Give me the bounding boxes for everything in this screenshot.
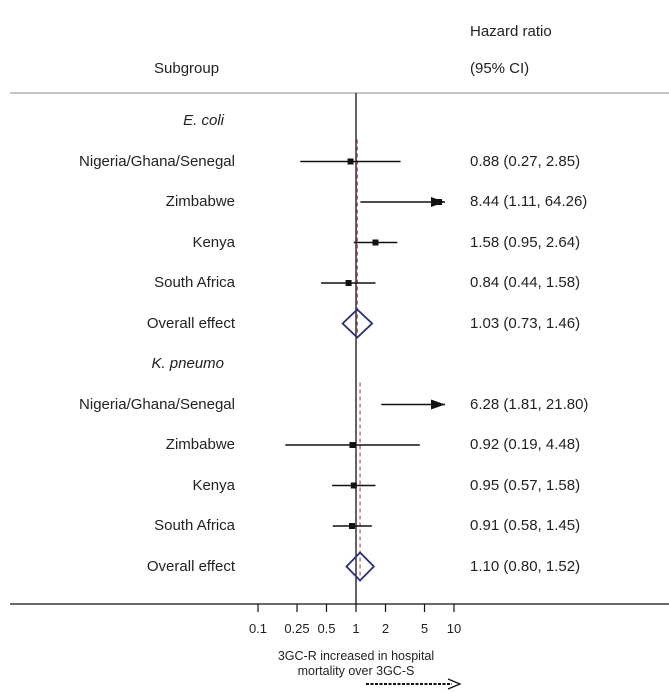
point-estimate [345, 280, 352, 286]
x-tick-label: 5 [421, 621, 428, 636]
hazard-ratio-value: 1.58 (0.95, 2.64) [470, 233, 581, 251]
subgroup-label: Kenya [192, 476, 235, 494]
hazard-ratio-value: 8.44 (1.11, 64.26) [470, 193, 588, 210]
hazard-ratio-value: 1.03 (0.73, 1.46) [470, 314, 581, 332]
point-estimate [349, 442, 356, 448]
x-tick-label: 10 [447, 621, 461, 636]
hazard-ratio-value: 1.10 (0.80, 1.52) [470, 557, 581, 575]
overall-diamond [341, 308, 374, 339]
subgroup-label: Zimbabwe [165, 436, 235, 453]
x-tick-label: 1 [352, 621, 359, 636]
point-estimate [372, 239, 379, 246]
subgroup-label: Nigeria/Ghana/Senegal [79, 395, 235, 413]
point-estimate [436, 199, 442, 205]
subgroup-label: Kenya [192, 233, 235, 251]
x-tick-label: 2 [382, 621, 389, 636]
point-estimate [348, 523, 355, 529]
subgroup-label: Nigeria/Ghana/Senegal [79, 152, 235, 170]
hazard-ratio-value: 0.91 (0.58, 1.45) [470, 517, 581, 534]
hazard-ratio-value: 6.28 (1.81, 21.80) [470, 395, 589, 413]
subgroup-label: South Africa [154, 517, 235, 534]
point-estimate [347, 158, 354, 165]
hazard-ratio-value: 0.95 (0.57, 1.58) [470, 476, 581, 494]
direction-label-line1: 3GC-R increased in hospital [277, 649, 435, 663]
hazard-ratio-value: 0.84 (0.44, 1.58) [470, 274, 581, 291]
header-subgroup: Subgroup [154, 60, 220, 77]
group-label: E. coli [183, 112, 224, 129]
subgroup-label: Overall effect [146, 557, 235, 575]
overall-diamond [345, 551, 376, 582]
header-hazard-ratio: Hazard ratio [470, 23, 552, 40]
subgroup-label: South Africa [154, 274, 235, 291]
group-label: K. pneumo [151, 355, 224, 372]
direction-label-line2: mortality over 3GC-S [297, 664, 415, 678]
point-estimate [431, 401, 438, 408]
x-tick-label: 0.5 [317, 621, 335, 636]
hazard-ratio-value: 0.88 (0.27, 2.85) [470, 152, 581, 170]
x-tick-label: 0.25 [284, 621, 309, 636]
subgroup-label: Overall effect [146, 314, 235, 332]
point-estimate [350, 482, 357, 489]
hazard-ratio-value: 0.92 (0.19, 4.48) [470, 436, 581, 453]
x-tick-label: 0.1 [249, 621, 267, 636]
subgroup-label: Zimbabwe [165, 193, 235, 210]
direction-arrow-head [447, 678, 462, 690]
header-ci: (95% CI) [470, 60, 530, 77]
